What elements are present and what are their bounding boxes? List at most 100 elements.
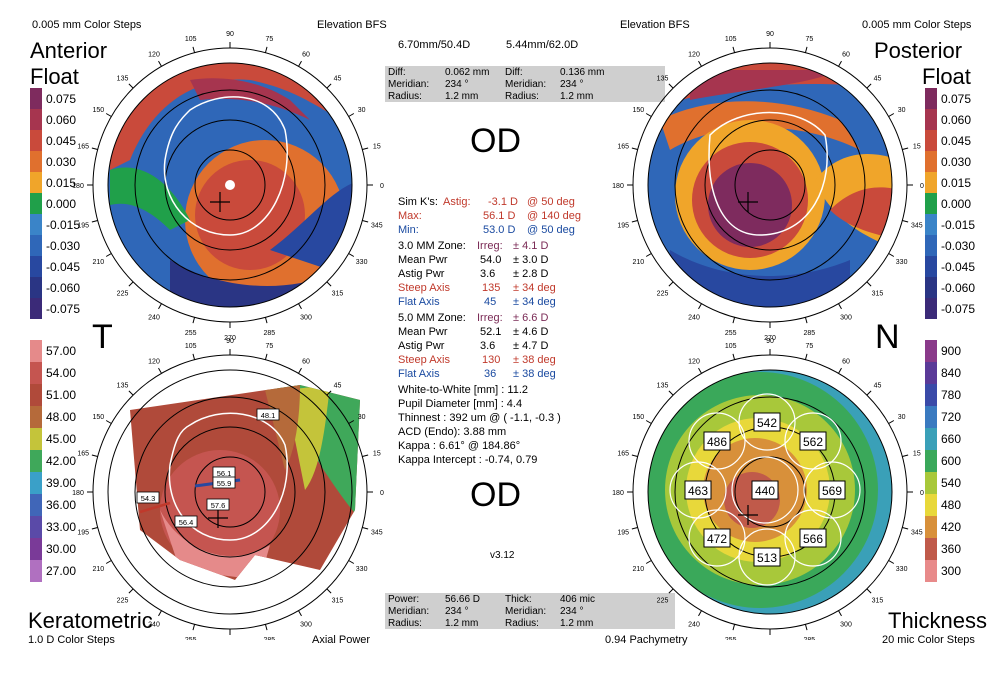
left-elevation-title: Elevation BFS	[317, 19, 387, 31]
angle-label: 75	[265, 343, 273, 350]
pupil-diameter: Pupil Diameter [mm] : 4.4	[398, 398, 523, 410]
scale-label: 900	[941, 344, 962, 358]
power-radius-label-1: Radius:	[388, 618, 422, 629]
angle-label: 240	[148, 622, 160, 629]
thickness-value: 569	[822, 484, 842, 498]
white-to-white: White-to-White [mm] : 11.2	[398, 384, 528, 396]
scale-label: 42.00	[46, 454, 77, 468]
angle-label: 30	[898, 414, 906, 421]
angle-label: 60	[842, 51, 850, 58]
angle-label: 135	[657, 383, 669, 390]
angle-label: 75	[805, 36, 813, 43]
scale-swatch	[30, 277, 42, 298]
angle-label: 105	[185, 36, 197, 43]
zone3-steep-label: Steep Axis	[398, 282, 450, 294]
angle-label: 30	[358, 414, 366, 421]
kera-value: 55.9	[217, 479, 232, 488]
scale-swatch	[30, 256, 42, 277]
scale-swatch	[30, 406, 42, 428]
thinnest-point: Thinnest : 392 um @ ( -1.1, -0.3 )	[398, 412, 561, 424]
angle-label: 300	[840, 622, 852, 629]
power-radius-value-1: 1.2 mm	[445, 618, 479, 629]
scale-swatch	[30, 151, 42, 172]
thickness-value: 472	[707, 532, 727, 546]
scale-label: 660	[941, 432, 962, 446]
angle-label: 240	[688, 315, 700, 322]
angle-label: 120	[688, 51, 700, 58]
power-meridian-label-1: Meridian:	[388, 606, 430, 617]
angle-label: 285	[263, 330, 275, 337]
scale-label: 0.030	[46, 154, 77, 169]
zone5-flat-value: 36	[484, 368, 497, 380]
angle-label: 75	[805, 343, 813, 350]
nasal-label: N	[875, 318, 900, 356]
scale-swatch	[30, 538, 42, 560]
pachymetry-label: 0.94 Pachymetry	[605, 634, 688, 646]
angle-label: 15	[373, 451, 381, 458]
scale-swatch	[925, 193, 937, 214]
angle-label: 135	[657, 76, 669, 83]
thick-color-steps: 20 mic Color Steps	[882, 634, 975, 646]
keratometric-crosshair	[208, 508, 228, 528]
min-axis: @ 50 deg	[527, 224, 575, 236]
diff-label-1: Diff:	[388, 67, 406, 78]
scale-label: 0.015	[941, 175, 972, 190]
zone5-astig-value: 3.6	[480, 340, 496, 352]
anterior-pupil-outline	[163, 96, 288, 236]
angle-label: 210	[93, 566, 105, 573]
angle-label: 345	[911, 222, 923, 229]
scale-swatch	[30, 88, 42, 109]
scale-swatch	[30, 193, 42, 214]
angle-label: 30	[358, 107, 366, 114]
zone3-irreg-label: Irreg:	[477, 240, 503, 252]
thickness-map[interactable]: 0 15 30 45 60 75 90 105 120 135 150 165 180 195 210 225…	[610, 330, 930, 640]
zone5-irreg-value: ± 6.6 D	[513, 312, 549, 324]
angle-label: 0	[380, 490, 384, 497]
scale-label: 0.045	[941, 133, 972, 148]
angle-label: 210	[633, 566, 645, 573]
angle-label: 195	[617, 222, 629, 229]
angle-label: 345	[371, 529, 383, 536]
anterior-float-map[interactable]: 0 15 30 45 60 75 90 105 120 135 150 165 180 195 210 225…	[70, 20, 390, 350]
keratometric-map[interactable]: 0 15 30 45 60 75 90 105 120 135 150 165 180 195 210 225…	[70, 330, 390, 640]
scale-label: -0.075	[941, 301, 976, 316]
bfs-left-value: 6.70mm/50.4D	[398, 39, 471, 51]
od-top-label: OD	[470, 122, 521, 160]
zone5-astig-label: Astig Pwr	[398, 340, 445, 352]
angle-label: 180	[72, 490, 84, 497]
kera-value: 56.1	[217, 469, 232, 478]
scale-swatch	[30, 384, 42, 406]
scale-label: 0.030	[941, 154, 972, 169]
simk-astig-axis: @ 50 deg	[527, 196, 575, 208]
power-meridian-label-2: Meridian:	[505, 606, 547, 617]
scale-swatch	[925, 235, 937, 256]
power-meridian-value-2: 234 °	[560, 606, 584, 617]
angle-label: 45	[874, 76, 882, 83]
scale-swatch	[30, 340, 42, 362]
angle-label: 285	[803, 637, 815, 640]
diff-value-1: 0.062 mm	[445, 67, 490, 78]
angle-label: 300	[300, 622, 312, 629]
posterior-float-map[interactable]: 0 15 30 45 60 75 90 105 120 135 150 165 180 195 210 225…	[610, 20, 930, 350]
simk-astig-value: -3.1 D	[488, 196, 518, 208]
scale-label: 0.045	[46, 133, 77, 148]
scale-label: 48.00	[46, 410, 77, 424]
scale-label: 0.015	[46, 175, 77, 190]
zone5-label: 5.0 MM Zone:	[398, 312, 466, 324]
scale-swatch	[30, 130, 42, 151]
thickness-angle-ticks: 0 15 30 45 60 75 90 105 120 135 150 165 180 195 210 225…	[612, 338, 924, 640]
scale-swatch	[30, 235, 42, 256]
angle-label: 285	[803, 330, 815, 337]
scale-swatch	[925, 88, 937, 109]
thickness-value: 562	[803, 435, 823, 449]
scale-label: -0.075	[46, 301, 81, 316]
angle-label: 45	[334, 383, 342, 390]
angle-label: 315	[332, 290, 344, 297]
angle-label: 255	[725, 637, 737, 640]
radius-label-1: Radius:	[388, 91, 422, 102]
float-label-left: Float	[30, 64, 79, 89]
meridian-label-1: Meridian:	[388, 79, 430, 90]
scale-swatch	[925, 516, 937, 538]
zone3-flat-sd: ± 34 deg	[513, 296, 556, 308]
thickness-value: 463	[688, 484, 708, 498]
